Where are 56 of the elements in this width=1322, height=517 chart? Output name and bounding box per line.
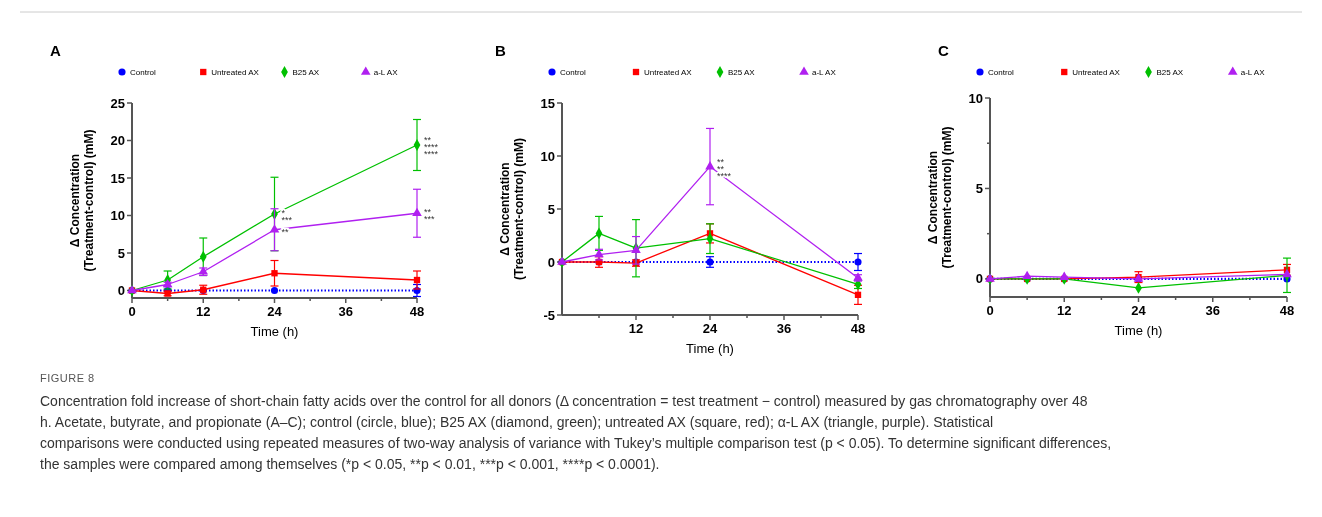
- x-tick-label: 12: [196, 304, 211, 319]
- y-tick-label: 15: [540, 95, 555, 111]
- legend-label: Control: [988, 67, 1015, 77]
- x-tick-label: 12: [628, 321, 644, 336]
- legend-label: B25 AX: [728, 67, 756, 77]
- chart-title: A: [50, 42, 61, 59]
- x-tick-label: 36: [776, 321, 792, 336]
- data-label: ** ***: [424, 206, 435, 224]
- x-tick-label: 48: [850, 321, 866, 336]
- y-axis-title: Δ Concentration (Treatment-control) (mM): [497, 138, 527, 280]
- legend-label: Control: [130, 67, 157, 77]
- y-tick-label: 0: [117, 283, 125, 299]
- y-axis-title: Δ Concentration (Treatment-control) (mM): [925, 126, 955, 269]
- data-label: ** ****: [424, 135, 439, 152]
- y-tick-label: 25: [110, 95, 125, 111]
- x-axis-title: Time (h): [1114, 323, 1163, 338]
- y-tick-label: 5: [547, 201, 555, 217]
- legend-label: Untreated AX: [211, 67, 260, 77]
- data-label: **: [281, 226, 289, 237]
- x-tick-label: 36: [1205, 303, 1220, 318]
- legend-label: B25 AX: [1156, 67, 1184, 77]
- legend-label: a-L AX: [1240, 67, 1266, 77]
- data-label: * ***: [281, 207, 293, 225]
- legend-label: Untreated AX: [1072, 67, 1121, 77]
- y-tick-label: -5: [543, 307, 555, 323]
- y-tick-label: 20: [110, 133, 125, 149]
- y-tick-label: 0: [975, 271, 983, 287]
- chart-title: C: [938, 42, 949, 59]
- y-tick-label: 0: [547, 254, 555, 270]
- x-axis-title: Time (h): [686, 341, 734, 356]
- text: Concentration fold increase of short-chain fatty acids over the control for all donors (Δ concentration = test treatment − control) measured by gas chromatography over 48 h. Acetate, butyrate, and propionate (A–C); control (circle, blue); B25 AX (diamond, green); untreated AX (square, red); α-L AX (triangle, purple). Statistical comparisons were conducted using repeated measures of two-way analysis of variance with Tukey’s multiple comparison test (p < 0.05). To determine significant differences, the samples were compared among themselves (*p < 0.05, **p < 0.01, ***p < 0.001, ****p < 0.0001).: [40, 393, 1112, 472]
- x-tick-label: 36: [338, 304, 353, 319]
- y-tick-label: 5: [975, 181, 983, 196]
- x-tick-label: 0: [986, 303, 994, 318]
- y-tick-label: 15: [110, 170, 125, 186]
- x-tick-label: 24: [1131, 303, 1147, 318]
- x-tick-label: 24: [267, 304, 283, 319]
- x-tick-label: 12: [1057, 303, 1072, 318]
- x-axis-title: Time (h): [250, 324, 299, 339]
- x-tick-label: 48: [1279, 303, 1295, 318]
- y-tick-label: 10: [968, 90, 983, 106]
- legend-label: a-L AX: [812, 67, 837, 77]
- legend-label: Untreated AX: [644, 67, 693, 77]
- legend-label: Control: [560, 67, 587, 77]
- x-tick-label: 48: [409, 304, 425, 319]
- chart-title: B: [495, 42, 506, 59]
- y-tick-label: 10: [110, 208, 125, 224]
- legend-label: a-L AX: [373, 67, 399, 77]
- x-tick-label: 24: [702, 321, 718, 336]
- y-tick-label: 10: [540, 148, 555, 164]
- caption: FIGURE 8: [40, 372, 95, 384]
- text: ****: [424, 149, 439, 159]
- legend-label: B25 AX: [292, 67, 320, 77]
- x-tick-label: 0: [128, 304, 136, 319]
- y-tick-label: 5: [117, 245, 125, 261]
- y-axis-title: Δ Concentration (Treatment-control) (mM): [67, 129, 97, 272]
